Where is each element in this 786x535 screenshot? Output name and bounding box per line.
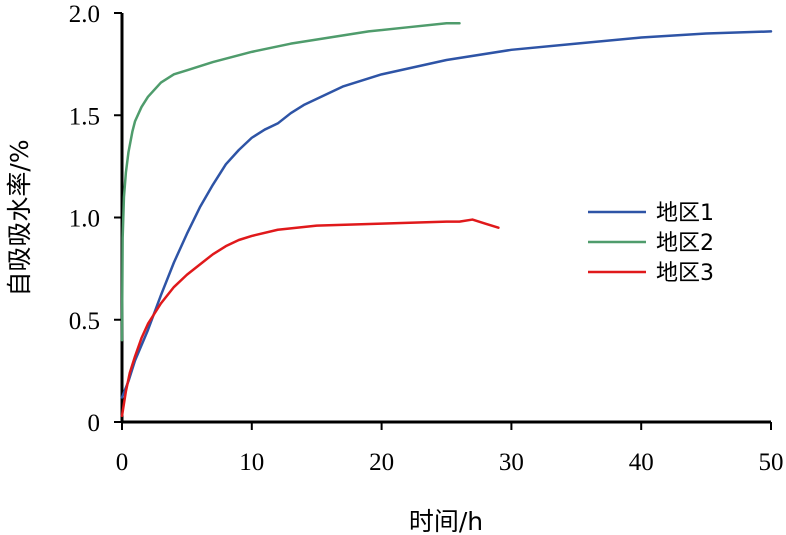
x-axis-label: 时间/h [409, 507, 483, 535]
y-axis-label: 自吸吸水率/% [5, 139, 34, 296]
series-group [120, 21, 773, 418]
x-tick-label: 20 [369, 449, 394, 476]
y-tick-label: 2.0 [69, 1, 100, 28]
x-tick-label: 50 [759, 449, 784, 476]
legend-label-1: 地区1 [656, 201, 714, 226]
y-tick-label: 1.5 [69, 103, 100, 130]
y-tick-label: 0.5 [69, 308, 100, 335]
y-tick-label: 0 [88, 410, 101, 437]
legend-label-3: 地区3 [656, 261, 714, 286]
x-tick-label: 40 [629, 449, 654, 476]
axes [114, 12, 772, 430]
legend: 地区1 地区2 地区3 [588, 201, 714, 286]
x-tick-label: 10 [239, 449, 264, 476]
series-line-3 [120, 218, 500, 418]
x-tick-label: 30 [499, 449, 524, 476]
series-line-1 [120, 30, 773, 399]
legend-label-2: 地区2 [656, 231, 714, 256]
tick-labels: 0 10 20 30 40 50 0 0.5 1.0 1.5 2.0 [69, 1, 784, 476]
y-tick-label: 1.0 [69, 206, 100, 233]
x-tick-label: 0 [116, 449, 129, 476]
series-line-2 [120, 21, 461, 342]
